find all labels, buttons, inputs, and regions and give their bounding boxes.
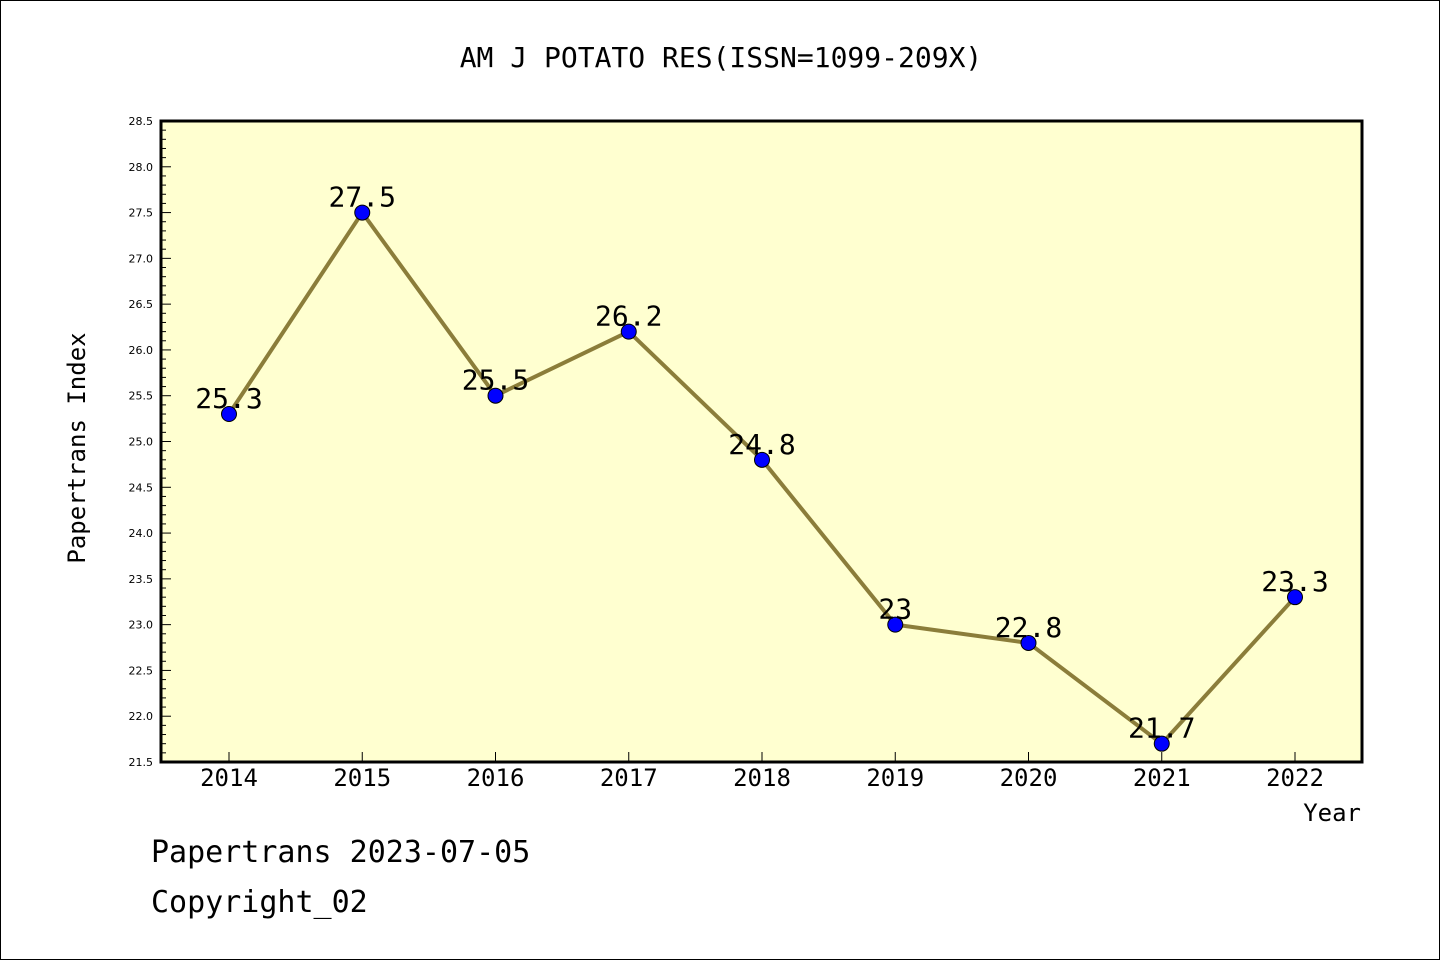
- x-tick-label: 2022: [1266, 764, 1324, 792]
- y-axis-label: Papertrans Index: [63, 332, 91, 563]
- data-label: 27.5: [329, 181, 396, 214]
- data-point: [487, 387, 504, 404]
- footer-copyright-text: Copyright_02: [151, 885, 368, 920]
- y-tick-label: 24.0: [129, 527, 154, 540]
- data-point: [887, 616, 904, 633]
- y-tick-label: 26.0: [129, 344, 154, 357]
- data-label: 25.5: [462, 364, 529, 397]
- y-tick-label: 27.5: [129, 207, 154, 220]
- y-tick-label: 28.0: [129, 161, 154, 174]
- y-tick-label: 24.5: [129, 481, 154, 494]
- x-tick-label: 2017: [600, 764, 658, 792]
- x-tick-label: 2014: [200, 764, 258, 792]
- data-label: 24.8: [728, 428, 795, 461]
- y-tick-label: 27.0: [129, 252, 154, 265]
- data-point: [221, 406, 237, 423]
- data-label: 23.3: [1261, 565, 1328, 598]
- x-tick-label: 2015: [333, 764, 391, 792]
- data-point: [354, 204, 371, 221]
- chart-title: AM J POTATO RES(ISSN=1099-209X): [460, 41, 983, 74]
- y-tick-label: 22.5: [129, 664, 154, 677]
- x-tick-label: 2021: [1133, 764, 1191, 792]
- x-tick-label: 2018: [733, 764, 791, 792]
- y-tick-label: 28.5: [129, 115, 154, 128]
- y-tick-label: 26.5: [129, 298, 154, 311]
- data-label: 23: [878, 593, 912, 626]
- y-tick-label: 23.5: [129, 573, 154, 586]
- y-tick-label: 23.0: [129, 619, 154, 632]
- x-tick-label: 2016: [467, 764, 525, 792]
- x-tick-label: 2019: [866, 764, 924, 792]
- data-point: [1287, 589, 1303, 606]
- data-point: [754, 451, 770, 468]
- y-axis: 21.5 22.0 22.5 23.0 23.5 24.0 24.5 25.0 25.5 26.0…: [129, 115, 171, 769]
- data-label: 22.8: [995, 611, 1062, 644]
- data-label: 21.7: [1128, 712, 1195, 745]
- data-labels: 25.3 27.5 25.5 26.2 24.8 23 22.8 21.7 23.3: [195, 181, 1328, 745]
- data-point: [1020, 634, 1037, 651]
- x-tick-label: 2020: [1000, 764, 1058, 792]
- y-tick-label: 21.5: [129, 756, 154, 769]
- data-point: [1153, 735, 1170, 752]
- plot-area: [159, 119, 1364, 764]
- y-tick-label: 25.5: [129, 390, 154, 403]
- y-tick-label: 25.0: [129, 436, 154, 449]
- series-layer: [221, 204, 1303, 752]
- data-label: 26.2: [595, 300, 662, 333]
- x-axis-label: Year: [1303, 799, 1361, 827]
- data-label: 25.3: [195, 382, 262, 415]
- x-axis: 2014 2015 2016 2017 2018 2019 2020 2021 2022: [200, 752, 1324, 792]
- footer-date-text: Papertrans 2023-07-05: [151, 835, 531, 870]
- y-tick-label: 22.0: [129, 710, 154, 723]
- data-point: [620, 323, 637, 340]
